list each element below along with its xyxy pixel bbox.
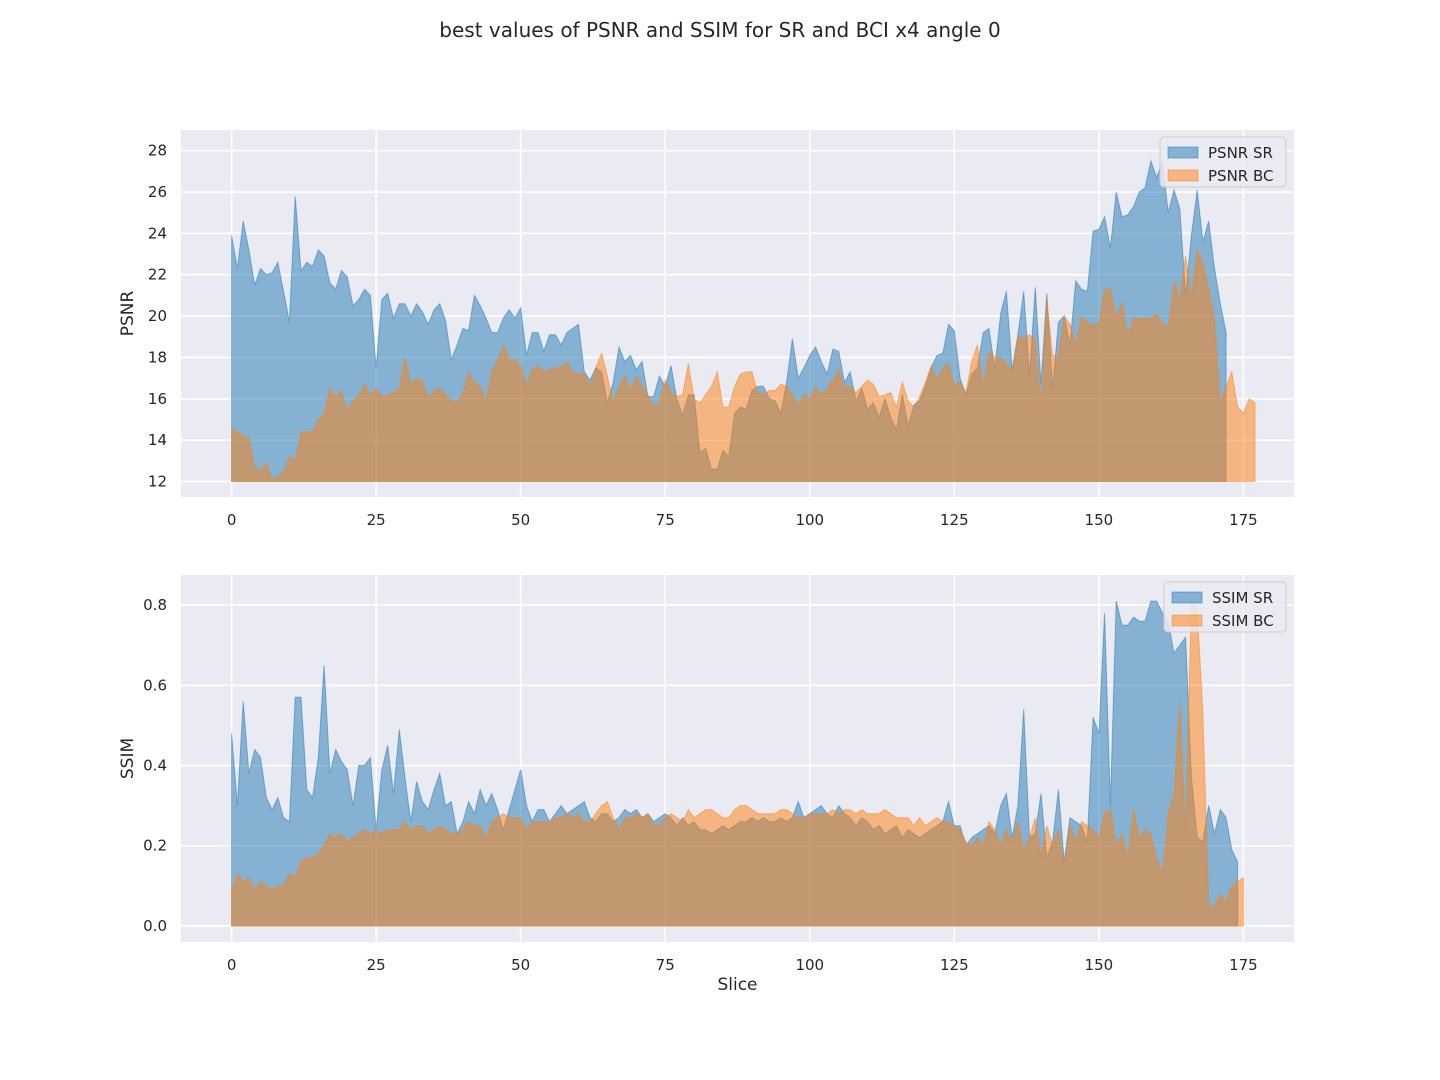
- ssim-ylabel: SSIM: [118, 738, 138, 779]
- psnr-ytick-label: 20: [148, 307, 167, 325]
- psnr-legend: PSNR SR PSNR BC: [1159, 136, 1287, 188]
- ssim-legend: SSIM SR SSIM BC: [1163, 581, 1287, 633]
- psnr-ytick-label: 24: [148, 224, 167, 242]
- psnr-bc-legend-label: PSNR BC: [1208, 167, 1273, 185]
- figure-title: best values of PSNR and SSIM for SR and …: [439, 18, 1001, 42]
- psnr-ytick-label: 18: [148, 348, 167, 366]
- psnr-bc-legend-swatch: [1167, 169, 1199, 182]
- ssim-sr-legend-label: SSIM SR: [1212, 589, 1273, 607]
- psnr-bc-area: [231, 248, 1256, 482]
- psnr-xtick-label: 100: [795, 511, 824, 529]
- ssim-xtick-label: 150: [1085, 956, 1114, 974]
- psnr-ytick-label: 12: [148, 472, 167, 490]
- ssim-bc-legend-label: SSIM BC: [1212, 612, 1274, 630]
- ssim-sr-legend-swatch: [1171, 591, 1203, 604]
- psnr-ylabel: PSNR: [118, 291, 138, 337]
- psnr-xtick-label: 125: [940, 511, 969, 529]
- ssim-ytick-label: 0.8: [143, 596, 167, 614]
- ssim-xtick-label: 125: [940, 956, 969, 974]
- ssim-xtick-label: 0: [227, 956, 237, 974]
- psnr-ytick-label: 16: [148, 390, 167, 408]
- psnr-xtick-label: 75: [656, 511, 675, 529]
- psnr-xtick-label: 175: [1229, 511, 1258, 529]
- ssim-xtick-label: 100: [795, 956, 824, 974]
- psnr-sr-legend-label: PSNR SR: [1208, 144, 1273, 162]
- ssim-panel: 0 25 50 75 100 125 150 175 0.0 0.2 0.4 0.6 0.8 SSIM Sl…: [118, 575, 1294, 995]
- psnr-xtick-label: 0: [227, 511, 237, 529]
- ssim-xtick-label: 25: [367, 956, 386, 974]
- psnr-xtick-label: 25: [367, 511, 386, 529]
- ssim-xtick-label: 75: [656, 956, 675, 974]
- ssim-ytick-label: 0.6: [143, 676, 167, 694]
- ssim-xlabel: Slice: [717, 975, 757, 995]
- ssim-ytick-label: 0.2: [143, 837, 167, 855]
- ssim-xtick-label: 175: [1229, 956, 1258, 974]
- psnr-ytick-label: 28: [148, 142, 167, 160]
- psnr-xtick-label: 50: [511, 511, 530, 529]
- ssim-xtick-label: 50: [511, 956, 530, 974]
- psnr-panel: 0 25 50 75 100 125 150 175 12 14 16 18 20 22 24 26 28 PSN…: [118, 130, 1294, 529]
- ssim-bc-area: [231, 596, 1244, 927]
- psnr-ytick-label: 22: [148, 266, 167, 284]
- ssim-ytick-label: 0.0: [143, 917, 167, 935]
- psnr-xtick-label: 150: [1085, 511, 1114, 529]
- psnr-sr-legend-swatch: [1167, 146, 1199, 159]
- psnr-ytick-label: 14: [148, 431, 167, 449]
- psnr-ytick-label: 26: [148, 183, 167, 201]
- ssim-bc-legend-swatch: [1171, 614, 1203, 627]
- ssim-ytick-label: 0.4: [143, 757, 167, 775]
